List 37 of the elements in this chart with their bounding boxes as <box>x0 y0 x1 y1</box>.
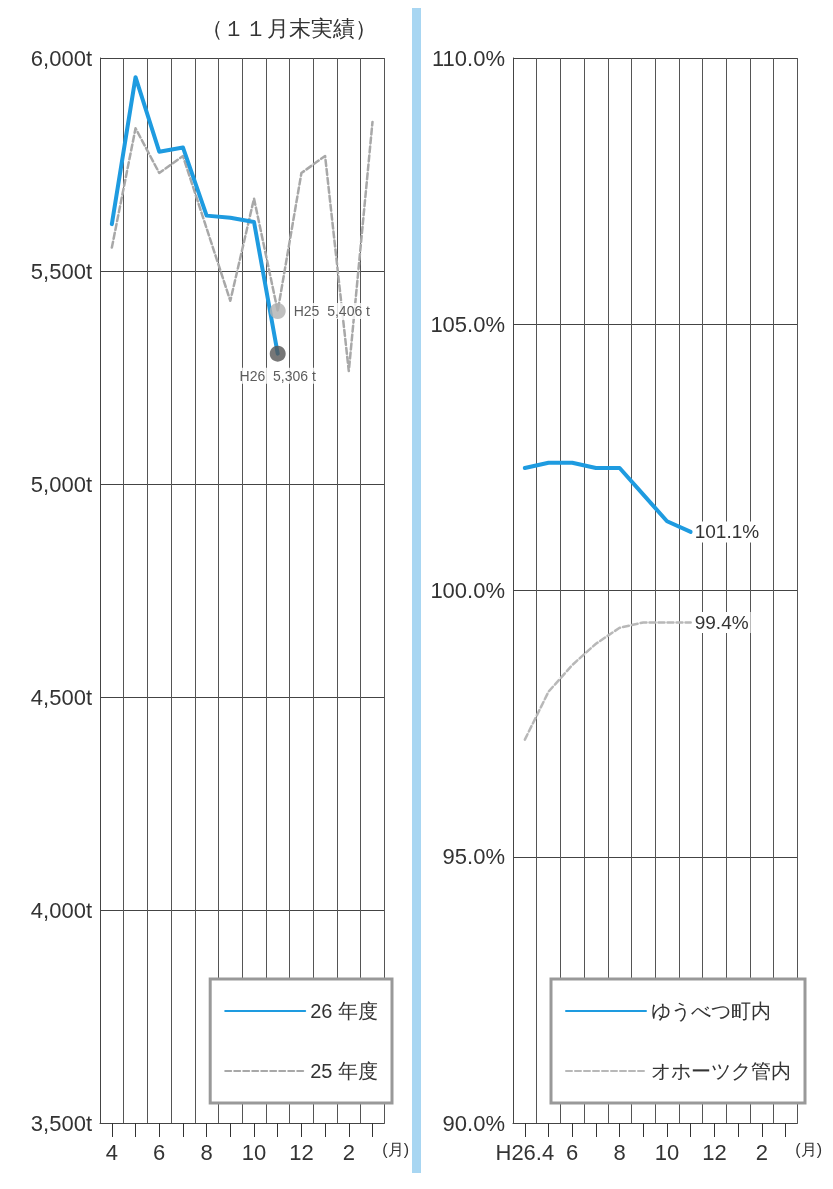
data-label: 99.4% <box>694 611 749 633</box>
y-tick-label: 3,500t <box>30 1110 92 1136</box>
x-tick-label: 2 <box>342 1139 355 1165</box>
y-tick-label: 100.0% <box>430 578 505 603</box>
x-tick-label: H26.4 <box>495 1139 555 1165</box>
x-tick-label: 10 <box>654 1139 680 1165</box>
annotation: H25 5,406 t <box>293 303 371 320</box>
y-tick-label: 110.0% <box>432 45 505 71</box>
line-series <box>522 460 693 534</box>
y-tick-label: 95.0% <box>442 844 505 870</box>
y-tick-label: 6,000t <box>30 45 92 71</box>
data-label: 101.1% <box>694 521 760 543</box>
y-tick-label: 90.0% <box>442 1110 505 1136</box>
y-tick-label: 5,000t <box>30 471 92 497</box>
x-tick-label: 6 <box>566 1139 579 1165</box>
x-tick-label: 12 <box>702 1139 727 1165</box>
y-tick-label: 5,500t <box>30 258 92 284</box>
x-axis-title: (月) <box>382 1140 409 1158</box>
x-tick-label: 10 <box>241 1139 267 1165</box>
x-tick-label: 6 <box>153 1139 166 1165</box>
legend-label: ゆうべつ町内 <box>651 1000 771 1022</box>
legend-label: 26 年度 <box>310 1000 379 1022</box>
y-tick-label: 4,000t <box>30 897 92 923</box>
x-tick-label: 8 <box>613 1139 626 1165</box>
x-tick-label: 2 <box>755 1139 768 1165</box>
chart-title: （１１月末実績） <box>201 15 377 41</box>
annotation: H26 5,306 t <box>239 367 316 384</box>
line-series <box>110 120 374 373</box>
x-tick-label: 12 <box>289 1139 314 1165</box>
x-axis-title: (月) <box>795 1140 822 1158</box>
y-tick-label: 4,500t <box>30 684 92 710</box>
y-tick-label: 105.0% <box>430 311 505 337</box>
legend-label: 25 年度 <box>310 1060 379 1082</box>
line-series <box>523 621 692 741</box>
legend-label: オホーツク管内 <box>651 1060 791 1082</box>
x-tick-label: 8 <box>200 1139 213 1165</box>
x-tick-label: 4 <box>105 1139 118 1165</box>
